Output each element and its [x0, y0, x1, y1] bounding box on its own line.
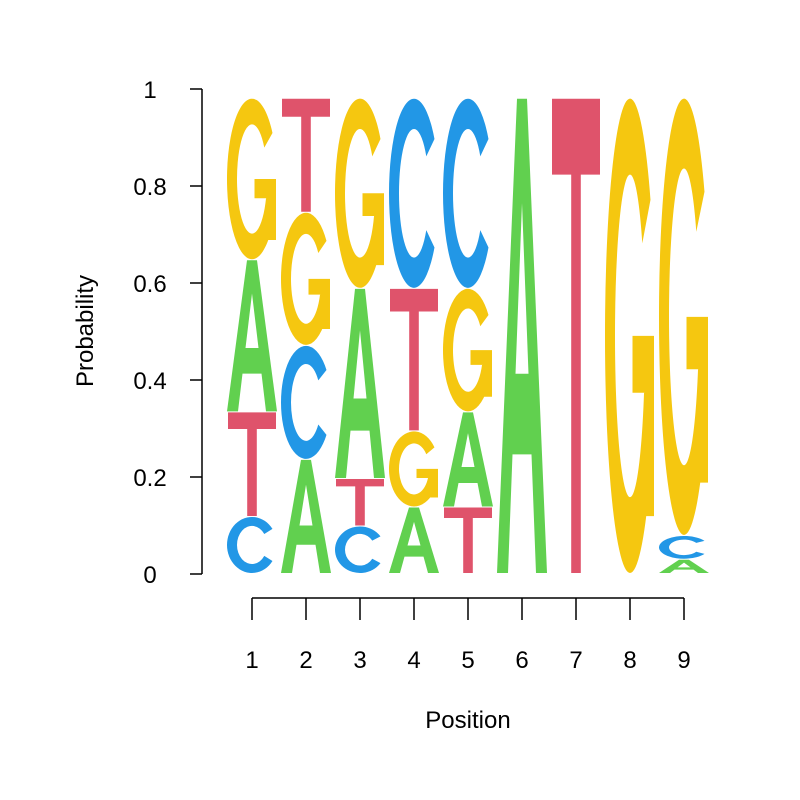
- x-tick-label: 5: [461, 647, 474, 674]
- logo-letter-G-pos-9: [658, 98, 708, 535]
- letter-shape: [443, 412, 493, 507]
- letter-shape: [389, 98, 435, 288]
- letter-shape: [604, 98, 654, 573]
- letter-shape: [226, 98, 276, 260]
- x-tick-label: 4: [407, 647, 420, 674]
- y-axis-ticks: 0 0.2 0.4 0.6 0.8 1: [133, 77, 202, 589]
- letter-shape: [254, 179, 276, 241]
- x-tick-label: 2: [299, 647, 312, 674]
- x-axis-label: Position: [425, 707, 510, 734]
- letter-shape: [334, 98, 384, 288]
- logo-letter-A-pos-9: [659, 559, 709, 573]
- letter-shape: [632, 335, 654, 517]
- letter-shape: [443, 98, 489, 288]
- letter-shape: [336, 478, 384, 526]
- letter-shape: [388, 431, 438, 507]
- logo-letter-A-pos-1: [227, 260, 277, 412]
- logo-letter-G-pos-4: [388, 431, 438, 507]
- letter-shape: [416, 468, 438, 498]
- x-tick-label: 8: [623, 647, 636, 674]
- y-tick-label: 0.4: [133, 368, 166, 395]
- letter-shape: [444, 507, 492, 573]
- letter-shape: [281, 345, 327, 459]
- letter-shape: [335, 526, 381, 573]
- y-tick-label: 0.6: [133, 271, 166, 298]
- logo-letter-T-pos-1: [228, 412, 276, 516]
- letter-shape: [281, 459, 331, 573]
- letter-shape: [497, 98, 547, 573]
- letter-shape: [280, 212, 330, 345]
- x-axis-ticks: 1 2 3 4 5 6 7 8 9: [245, 598, 691, 674]
- letter-shape: [659, 559, 709, 573]
- letter-shape: [442, 288, 492, 412]
- logo-letter-T-pos-7: [552, 98, 600, 573]
- letter-shape: [282, 98, 330, 212]
- letter-shape: [389, 507, 439, 573]
- logo-letter-C-pos-4: [389, 98, 435, 288]
- logo-letter-A-pos-3: [335, 288, 385, 478]
- letter-shape: [362, 193, 384, 266]
- logo-letter-A-pos-4: [389, 507, 439, 573]
- logo-letter-C-pos-3: [335, 526, 381, 573]
- letter-shape: [390, 288, 438, 431]
- letter-shape: [335, 288, 385, 478]
- logo-letter-C-pos-1: [227, 516, 273, 573]
- x-tick-label: 9: [677, 647, 690, 674]
- letter-shape: [308, 278, 330, 330]
- logo-letter-T-pos-2: [282, 98, 330, 212]
- letter-shape: [658, 98, 708, 535]
- x-tick-label: 6: [515, 647, 528, 674]
- letter-shape: [227, 516, 273, 573]
- logo-letter-T-pos-3: [336, 478, 384, 526]
- x-tick-label: 7: [569, 647, 582, 674]
- letter-shape: [227, 260, 277, 412]
- logo-letter-A-pos-6: [497, 98, 547, 573]
- letter-shape: [228, 412, 276, 516]
- logo-letter-G-pos-5: [442, 288, 492, 412]
- x-tick-label: 3: [353, 647, 366, 674]
- logo-letter-A-pos-2: [281, 459, 331, 573]
- logo-letter-G-pos-1: [226, 98, 276, 260]
- y-tick-label: 1: [143, 77, 156, 104]
- logo-letters: [226, 98, 709, 573]
- y-tick-label: 0: [143, 562, 156, 589]
- y-tick-label: 0.2: [133, 465, 166, 492]
- letter-shape: [686, 316, 708, 483]
- letter-shape: [470, 350, 492, 397]
- logo-letter-A-pos-5: [443, 412, 493, 507]
- y-axis-label: Probability: [72, 275, 99, 387]
- logo-letter-G-pos-8: [604, 98, 654, 573]
- logo-letter-T-pos-4: [390, 288, 438, 431]
- logo-letter-C-pos-2: [281, 345, 327, 459]
- y-tick-label: 0.8: [133, 174, 166, 201]
- logo-letter-G-pos-2: [280, 212, 330, 345]
- logo-letter-G-pos-3: [334, 98, 384, 288]
- x-tick-label: 1: [245, 647, 258, 674]
- logo-letter-C-pos-5: [443, 98, 489, 288]
- logo-letter-C-pos-9: [659, 535, 705, 559]
- letter-shape: [552, 98, 600, 573]
- letter-shape: [659, 535, 705, 559]
- logo-letter-T-pos-5: [444, 507, 492, 573]
